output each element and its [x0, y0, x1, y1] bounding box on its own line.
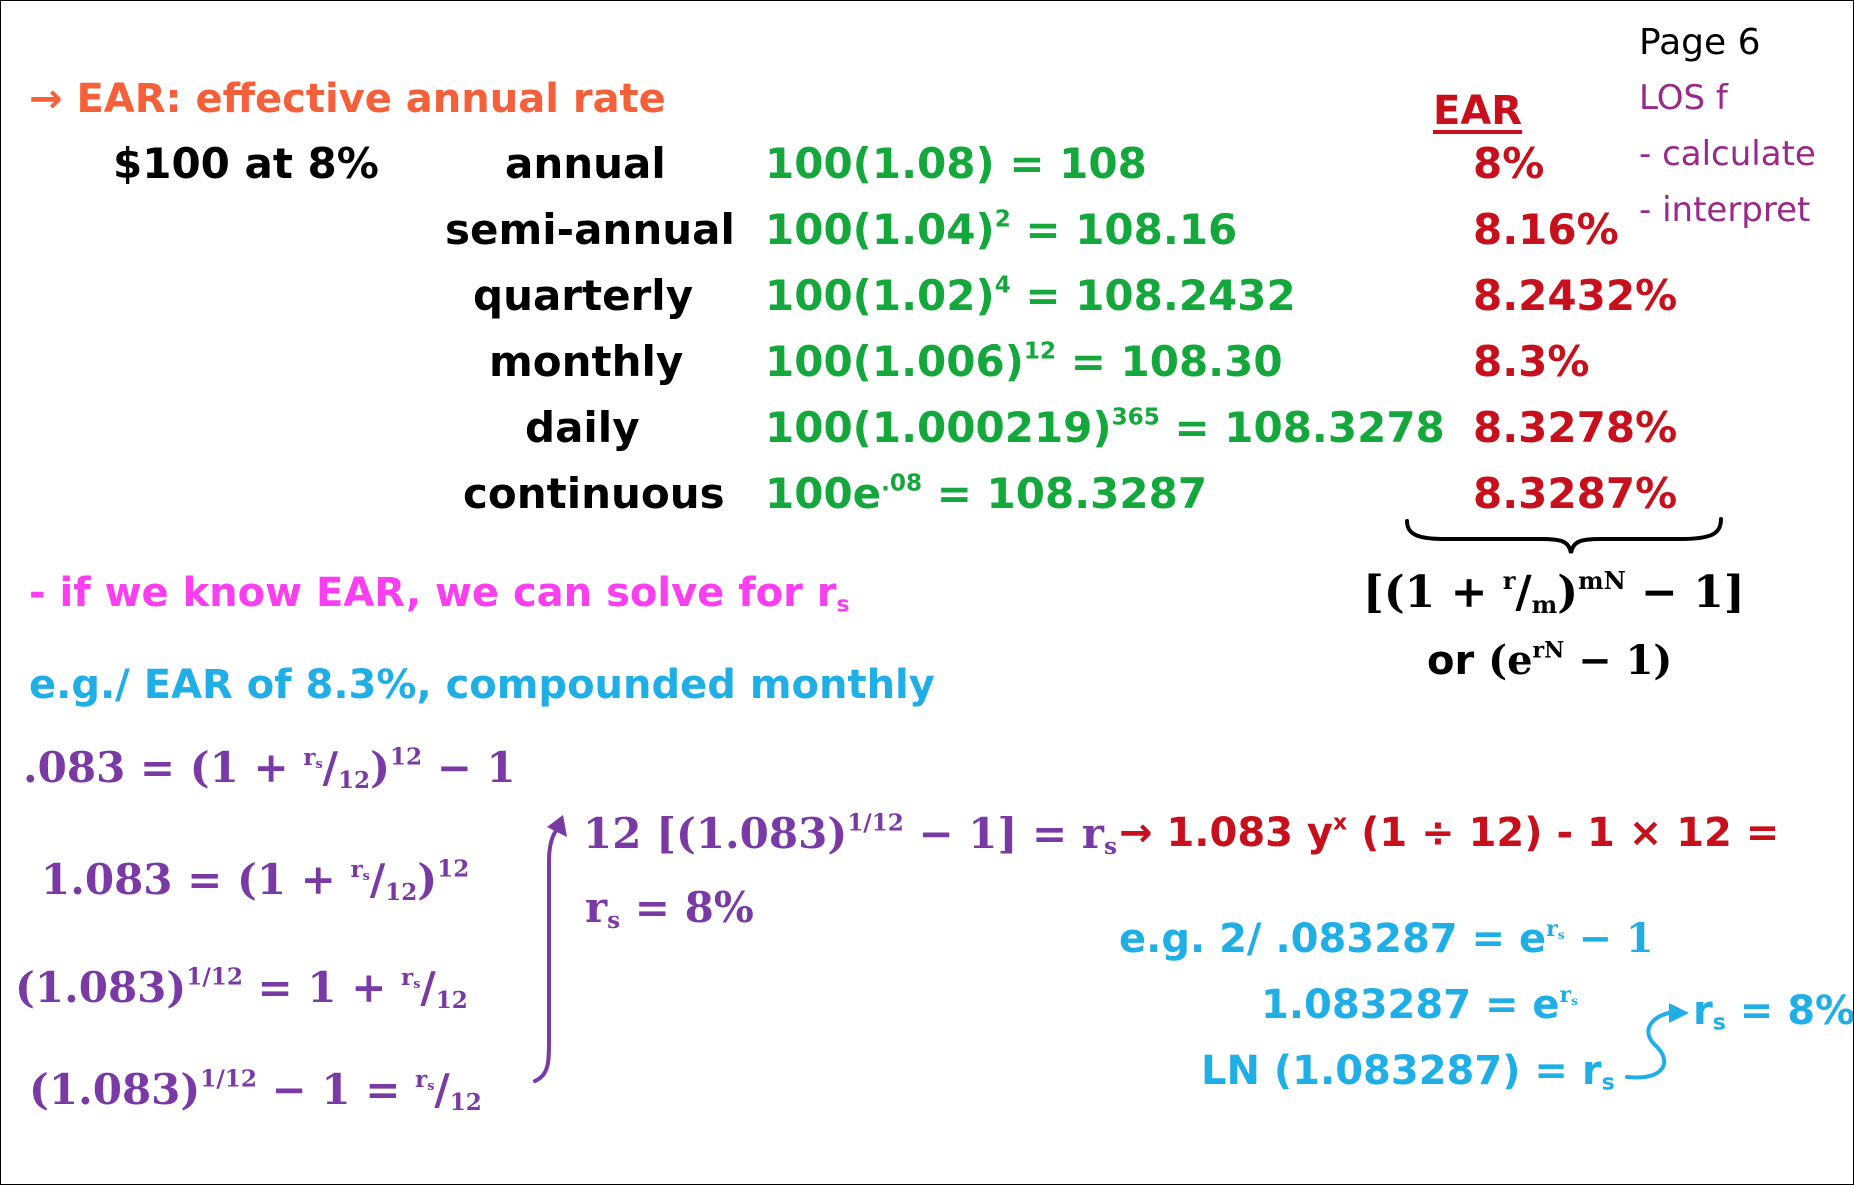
- table-row-calc: 100(1.000219)365 = 108.3278: [765, 403, 1445, 452]
- table-row-freq: monthly: [489, 337, 684, 386]
- arrow-head-icon: [547, 815, 567, 837]
- right-arrow-icon: →: [1119, 810, 1153, 856]
- table-row-freq: quarterly: [473, 271, 694, 320]
- right-arrow-icon: →: [29, 76, 63, 122]
- curly-brace-icon: [1405, 517, 1723, 554]
- table-row-freq: daily: [525, 403, 640, 452]
- page-label: Page 6: [1639, 22, 1761, 63]
- derivation-line-3: (1.083)1/12 = 1 + rs/12: [15, 963, 468, 1014]
- calculator-keystrokes: → 1.083 yx (1 ÷ 12) - 1 × 12 =: [1119, 810, 1780, 856]
- ear-column-header: EAR: [1433, 88, 1523, 134]
- ear-formula-discrete: [(1 + r/m)mN − 1]: [1363, 565, 1745, 620]
- example-label: $100 at 8%: [113, 139, 379, 188]
- arrow-head-icon: [1669, 1003, 1689, 1023]
- example-two-line-2: 1.083287 = ers: [1261, 981, 1578, 1028]
- derivation-line-4: (1.083)1/12 − 1 = rs/12: [29, 1065, 482, 1116]
- table-row-ear: 8.2432%: [1473, 271, 1678, 320]
- table-row-ear: 8.3287%: [1473, 469, 1678, 518]
- table-row-calc: 100(1.006̇)12 = 108.30: [765, 337, 1283, 386]
- table-row-calc: 100(1.04)2 = 108.16: [765, 205, 1238, 254]
- section-heading: → EAR: effective annual rate: [29, 79, 666, 119]
- table-row-calc: 100(1.08) = 108: [765, 139, 1147, 188]
- table-row-ear: 8.3278%: [1473, 403, 1678, 452]
- table-row-ear: 8%: [1473, 139, 1545, 188]
- table-row-ear: 8.16%: [1473, 205, 1619, 254]
- example-one-heading: e.g./ EAR of 8.3%, compounded monthly: [29, 662, 935, 708]
- derivation-line-2: 1.083 = (1 + rs/12)12: [41, 855, 470, 906]
- example-two-line-1: e.g. 2/ .083287 = ers − 1: [1119, 915, 1654, 962]
- solve-note: - if we know EAR, we can solve for rs: [29, 570, 850, 618]
- example-two-result: rs = 8%: [1693, 988, 1854, 1036]
- los-item-interpret: - interpret: [1639, 190, 1811, 230]
- los-item-calculate: - calculate: [1639, 134, 1816, 174]
- solution-line-1: 12 [(1.083)1/12 − 1] = rs: [583, 809, 1117, 860]
- table-row-calc: 100e.08 = 108.3287: [765, 469, 1208, 518]
- los-title: LOS f: [1639, 78, 1728, 118]
- solution-line-2: rs = 8%: [585, 883, 754, 934]
- table-row-calc: 100(1.02)4 = 108.2432: [765, 271, 1296, 320]
- derivation-line-1: .083 = (1 + rs/12)12 − 1: [23, 743, 516, 794]
- ear-formula-continuous: or (erN − 1): [1427, 637, 1673, 684]
- example-two-line-3: LN (1.083287) = rs: [1201, 1048, 1615, 1096]
- table-row-ear: 8.3%: [1473, 337, 1590, 386]
- table-row-freq: continuous: [463, 469, 725, 518]
- table-row-freq: annual: [505, 139, 666, 188]
- heading-text: EAR: effective annual rate: [76, 76, 666, 122]
- up-arrow-icon: [533, 825, 561, 1083]
- curved-arrow-icon: [1625, 1011, 1671, 1080]
- table-row-freq: semi-annual: [445, 205, 735, 254]
